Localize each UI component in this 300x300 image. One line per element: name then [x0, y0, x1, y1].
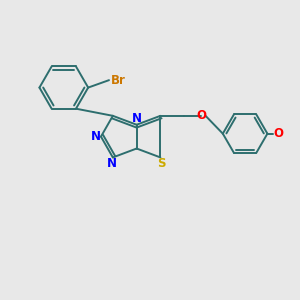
Text: O: O [273, 127, 283, 140]
Text: Br: Br [110, 74, 125, 87]
Text: O: O [196, 109, 206, 122]
Text: S: S [157, 158, 165, 170]
Text: N: N [132, 112, 142, 125]
Text: N: N [107, 158, 117, 170]
Text: N: N [91, 130, 100, 143]
